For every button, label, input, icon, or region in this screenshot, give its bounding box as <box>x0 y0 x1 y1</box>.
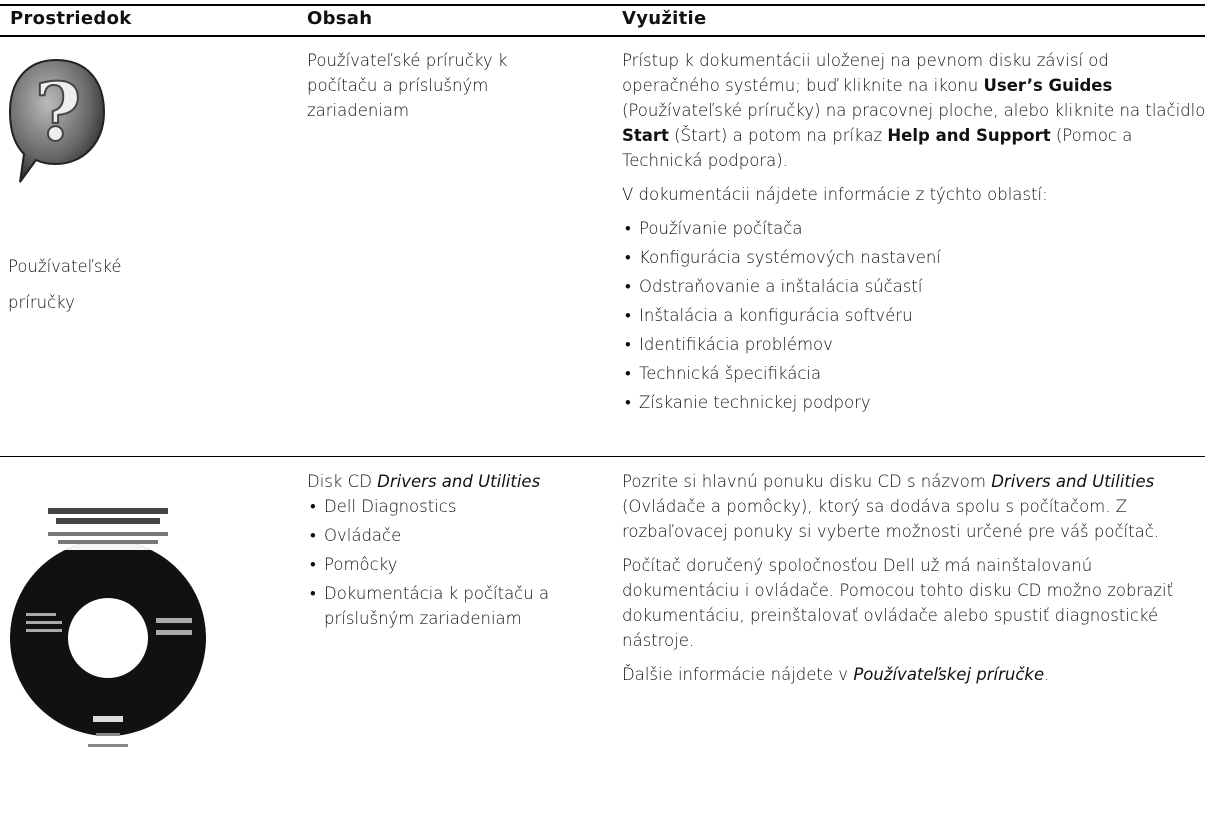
paragraph: Pozrite si hlavnú ponuku disku CD s názv… <box>622 469 1202 544</box>
top-rule <box>0 4 1205 6</box>
text-run-bold: User’s Guides <box>983 76 1113 95</box>
text-run: Disk CD <box>307 472 378 491</box>
bullet-item: Konfigurácia systémových nastavení <box>622 245 1205 270</box>
bullet-item: Technická špecifikácia <box>622 361 1205 386</box>
text-run: Počítač doručený spoločnosťou Dell už má… <box>622 556 1174 650</box>
paragraph: Počítač doručený spoločnosťou Dell už má… <box>622 553 1202 653</box>
bullet-item: Dell Diagnostics <box>307 494 607 519</box>
bullet-list: Dell Diagnostics Ovládače Pomôcky Dokumentá… <box>307 494 607 631</box>
contents-cell: Používateľské príručky k počítaču a prís… <box>307 48 569 123</box>
cd-image <box>10 508 206 747</box>
bullet-item: Používanie počítača <box>622 216 1205 241</box>
usage-cell: Pozrite si hlavnú ponuku disku CD s názv… <box>622 469 1202 696</box>
bullet-item: Inštalácia a konfigurácia softvéru <box>622 303 1205 328</box>
column-header: Využitie <box>622 8 707 29</box>
text-run-bold: Start <box>622 126 669 145</box>
paragraph: V dokumentácii nájdete informácie z tých… <box>622 182 1205 207</box>
bullet-item: Pomôcky <box>307 552 607 577</box>
help-icon: ? <box>8 58 106 183</box>
text-run: (Štart) a potom na príkaz <box>668 126 888 145</box>
text-run: Ďalšie informácie nájdete v <box>622 665 854 684</box>
text-run: Pozrite si hlavnú ponuku disku CD s názv… <box>622 472 992 491</box>
text-run: V dokumentácii nájdete informácie z tých… <box>622 185 1048 204</box>
row-rule <box>0 456 1205 457</box>
text-run: (Ovládače a pomôcky), ktorý sa dodáva sp… <box>622 497 1160 541</box>
paragraph: Prístup k dokumentácii uloženej na pevno… <box>622 48 1205 173</box>
paragraph: Ďalšie informácie nájdete v Používateľsk… <box>622 662 1202 687</box>
contents-cell: Disk CD Drivers and UtilitiesDell Diagno… <box>307 469 607 635</box>
resource-label: Používateľské príručky <box>8 257 122 312</box>
bullet-item: Ovládače <box>307 523 607 548</box>
text-run: (Pomoc a Technická podpora). <box>622 126 1133 170</box>
text-run: (Používateľské príručky) na pracovnej pl… <box>622 101 1205 120</box>
bullet-item: Identifikácia problémov <box>622 332 1205 357</box>
contents-title: Používateľské príručky k počítaču a prís… <box>307 48 569 123</box>
text-run-italic: Drivers and Utilities <box>991 472 1155 491</box>
bullet-list: Používanie počítača Konfigurácia systémov… <box>622 216 1205 415</box>
column-header: Obsah <box>307 8 373 29</box>
usage-cell: Prístup k dokumentácii uloženej na pevno… <box>622 48 1205 419</box>
column-header: Prostriedok <box>10 8 132 29</box>
bullet-item: Získanie technickej podpory <box>622 390 1205 415</box>
text-run-italic: Drivers and Utilities <box>377 472 541 491</box>
text-run: Používateľské príručky k počítaču a prís… <box>307 51 508 120</box>
svg-text:?: ? <box>35 65 82 159</box>
header-rule <box>0 35 1205 37</box>
bullet-item: Dokumentácia k počítaču a príslušným zar… <box>307 581 607 631</box>
text-run-italic: Používateľskej príručke <box>853 665 1045 684</box>
text-run: Prístup k dokumentácii uloženej na pevno… <box>622 51 1109 95</box>
bullet-item: Odstraňovanie a inštalácia súčastí <box>622 274 1205 299</box>
text-run: . <box>1044 665 1050 684</box>
text-run-bold: Help and Support <box>887 126 1051 145</box>
contents-title: Disk CD Drivers and Utilities <box>307 469 607 494</box>
